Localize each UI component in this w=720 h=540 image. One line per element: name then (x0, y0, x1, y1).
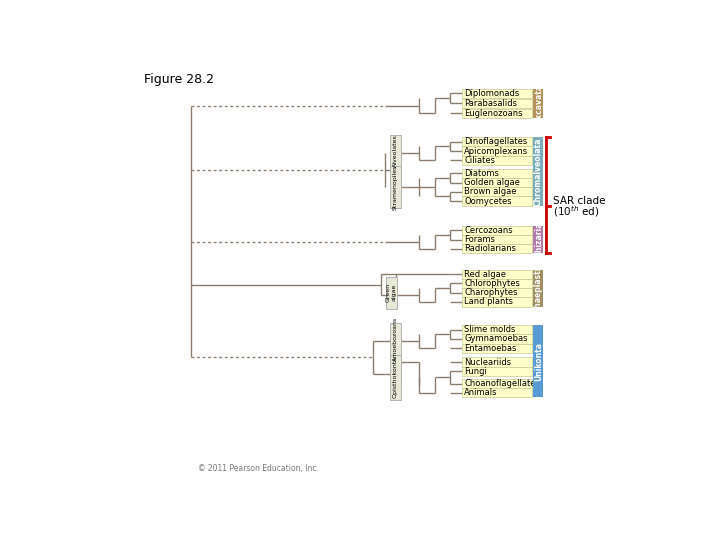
FancyBboxPatch shape (462, 388, 532, 397)
FancyBboxPatch shape (462, 298, 532, 307)
Text: Apicomplexans: Apicomplexans (464, 146, 528, 156)
FancyBboxPatch shape (462, 99, 532, 108)
Text: Charophytes: Charophytes (464, 288, 518, 297)
Text: Figure 28.2: Figure 28.2 (144, 72, 215, 85)
Text: Cercozoans: Cercozoans (464, 226, 513, 235)
Text: Forams: Forams (464, 235, 495, 244)
Text: Oomycetes: Oomycetes (464, 197, 512, 206)
Text: Dinoflagellates: Dinoflagellates (464, 137, 528, 146)
Text: (10$^{th}$ ed): (10$^{th}$ ed) (553, 204, 599, 219)
FancyBboxPatch shape (534, 269, 544, 307)
FancyBboxPatch shape (462, 279, 532, 288)
Text: Stramenopiles: Stramenopiles (393, 165, 398, 210)
Text: Diplomonads: Diplomonads (464, 89, 520, 98)
Text: Brown algae: Brown algae (464, 187, 517, 197)
FancyBboxPatch shape (462, 343, 532, 353)
FancyBboxPatch shape (462, 109, 532, 118)
Text: Rhizaria: Rhizaria (534, 222, 543, 257)
FancyBboxPatch shape (534, 226, 544, 253)
FancyBboxPatch shape (462, 197, 532, 206)
Text: Land plants: Land plants (464, 298, 513, 307)
Text: Green
algae: Green algae (386, 283, 397, 302)
FancyBboxPatch shape (462, 226, 532, 235)
FancyBboxPatch shape (462, 146, 532, 156)
FancyBboxPatch shape (462, 156, 532, 165)
FancyBboxPatch shape (462, 334, 532, 343)
Text: Animals: Animals (464, 388, 498, 397)
Text: Fungi: Fungi (464, 367, 487, 376)
Text: Ciliates: Ciliates (464, 156, 495, 165)
FancyBboxPatch shape (462, 269, 532, 279)
FancyBboxPatch shape (534, 89, 544, 118)
Text: Chromalveolata: Chromalveolata (534, 137, 543, 206)
Text: SAR clade: SAR clade (553, 195, 606, 206)
FancyBboxPatch shape (462, 367, 532, 376)
FancyBboxPatch shape (390, 323, 401, 355)
FancyBboxPatch shape (462, 357, 532, 367)
FancyBboxPatch shape (462, 137, 532, 146)
FancyBboxPatch shape (390, 355, 401, 400)
FancyBboxPatch shape (390, 166, 401, 208)
Text: Amoebozoans: Amoebozoans (393, 317, 398, 361)
Text: Euglenozoans: Euglenozoans (464, 109, 523, 118)
FancyBboxPatch shape (462, 325, 532, 334)
FancyBboxPatch shape (390, 135, 401, 167)
FancyBboxPatch shape (462, 288, 532, 298)
Text: Choanoflagellates: Choanoflagellates (464, 379, 540, 388)
Text: Unikonta: Unikonta (534, 342, 543, 381)
Text: Diatoms: Diatoms (464, 169, 499, 178)
Text: Parabasalids: Parabasalids (464, 99, 518, 108)
Text: Radiolarians: Radiolarians (464, 244, 516, 253)
FancyBboxPatch shape (534, 137, 544, 206)
FancyBboxPatch shape (386, 276, 397, 309)
Text: Alveolates: Alveolates (393, 134, 398, 167)
FancyBboxPatch shape (462, 178, 532, 187)
Text: © 2011 Pearson Education, Inc.: © 2011 Pearson Education, Inc. (199, 464, 320, 473)
Text: Red algae: Red algae (464, 270, 506, 279)
Text: Slime molds: Slime molds (464, 325, 516, 334)
Text: Archaeplastida: Archaeplastida (534, 255, 543, 321)
FancyBboxPatch shape (462, 187, 532, 197)
FancyBboxPatch shape (462, 379, 532, 388)
Text: Opisthokonts: Opisthokonts (393, 357, 398, 398)
Text: Entamoebas: Entamoebas (464, 343, 517, 353)
FancyBboxPatch shape (534, 325, 544, 397)
Text: Nucleariids: Nucleariids (464, 357, 511, 367)
Text: Gymnamoebas: Gymnamoebas (464, 334, 528, 343)
Text: Chlorophytes: Chlorophytes (464, 279, 521, 288)
Text: Excavata: Excavata (534, 84, 543, 123)
FancyBboxPatch shape (462, 244, 532, 253)
FancyBboxPatch shape (462, 168, 532, 178)
Text: Golden algae: Golden algae (464, 178, 521, 187)
FancyBboxPatch shape (462, 235, 532, 244)
FancyBboxPatch shape (462, 89, 532, 98)
